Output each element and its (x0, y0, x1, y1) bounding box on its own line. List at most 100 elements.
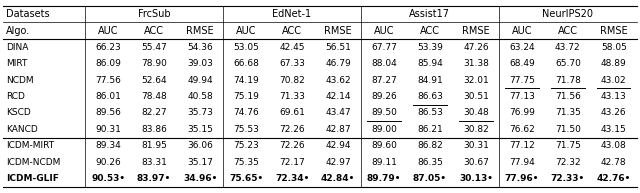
Text: 43.62: 43.62 (325, 75, 351, 85)
Text: 42.84•: 42.84• (321, 174, 355, 184)
Text: RMSE: RMSE (600, 25, 628, 36)
Text: 30.51: 30.51 (463, 92, 489, 101)
Text: 86.63: 86.63 (417, 92, 443, 101)
Text: 56.51: 56.51 (325, 42, 351, 52)
Text: 83.86: 83.86 (141, 125, 167, 134)
Text: 72.34•: 72.34• (275, 174, 309, 184)
Text: 75.19: 75.19 (233, 92, 259, 101)
Text: 34.96•: 34.96• (183, 174, 217, 184)
Text: 81.95: 81.95 (141, 141, 167, 151)
Text: 66.23: 66.23 (95, 42, 121, 52)
Text: 71.35: 71.35 (555, 108, 580, 118)
Text: 39.03: 39.03 (187, 59, 213, 68)
Text: EdNet-1: EdNet-1 (273, 9, 312, 19)
Text: 77.94: 77.94 (509, 158, 535, 167)
Text: 42.87: 42.87 (325, 125, 351, 134)
Text: 87.27: 87.27 (371, 75, 397, 85)
Text: 83.97•: 83.97• (137, 174, 172, 184)
Text: 86.01: 86.01 (95, 92, 121, 101)
Text: 42.14: 42.14 (325, 92, 351, 101)
Text: RMSE: RMSE (186, 25, 214, 36)
Text: 89.60: 89.60 (371, 141, 397, 151)
Text: 74.19: 74.19 (233, 75, 259, 85)
Text: 86.35: 86.35 (417, 158, 443, 167)
Text: 47.26: 47.26 (463, 42, 489, 52)
Text: 68.49: 68.49 (509, 59, 535, 68)
Text: 43.47: 43.47 (325, 108, 351, 118)
Text: ACC: ACC (282, 25, 302, 36)
Text: MIRT: MIRT (6, 59, 28, 68)
Text: 87.05•: 87.05• (413, 174, 447, 184)
Text: 71.56: 71.56 (555, 92, 580, 101)
Text: NCDM: NCDM (6, 75, 34, 85)
Text: AUC: AUC (236, 25, 256, 36)
Text: NeurIPS20: NeurIPS20 (542, 9, 593, 19)
Text: 43.26: 43.26 (601, 108, 627, 118)
Text: 66.68: 66.68 (233, 59, 259, 68)
Text: KANCD: KANCD (6, 125, 38, 134)
Text: 72.32: 72.32 (555, 158, 580, 167)
Text: RCD: RCD (6, 92, 25, 101)
Text: 35.15: 35.15 (187, 125, 213, 134)
Text: 78.90: 78.90 (141, 59, 167, 68)
Text: FrcSub: FrcSub (138, 9, 170, 19)
Text: 90.53•: 90.53• (91, 174, 125, 184)
Text: 83.31: 83.31 (141, 158, 167, 167)
Text: KSCD: KSCD (6, 108, 31, 118)
Text: 89.50: 89.50 (371, 108, 397, 118)
Text: 71.33: 71.33 (279, 92, 305, 101)
Text: 84.91: 84.91 (417, 75, 443, 85)
Text: ACC: ACC (144, 25, 164, 36)
Text: 71.78: 71.78 (555, 75, 580, 85)
Text: 86.82: 86.82 (417, 141, 443, 151)
Text: 89.26: 89.26 (371, 92, 397, 101)
Text: 40.58: 40.58 (187, 92, 213, 101)
Text: 67.33: 67.33 (279, 59, 305, 68)
Text: 53.05: 53.05 (233, 42, 259, 52)
Text: 90.31: 90.31 (95, 125, 121, 134)
Text: 31.38: 31.38 (463, 59, 489, 68)
Text: 53.39: 53.39 (417, 42, 443, 52)
Text: 76.99: 76.99 (509, 108, 535, 118)
Text: 42.45: 42.45 (279, 42, 305, 52)
Text: 70.82: 70.82 (279, 75, 305, 85)
Text: 48.89: 48.89 (601, 59, 627, 68)
Text: 49.94: 49.94 (188, 75, 213, 85)
Text: 72.17: 72.17 (279, 158, 305, 167)
Text: 89.56: 89.56 (95, 108, 121, 118)
Text: 71.75: 71.75 (555, 141, 580, 151)
Text: 77.13: 77.13 (509, 92, 535, 101)
Text: 82.27: 82.27 (141, 108, 167, 118)
Text: 77.12: 77.12 (509, 141, 535, 151)
Text: 67.77: 67.77 (371, 42, 397, 52)
Text: 89.79•: 89.79• (367, 174, 401, 184)
Text: AUC: AUC (511, 25, 532, 36)
Text: 30.48: 30.48 (463, 108, 489, 118)
Text: 43.13: 43.13 (601, 92, 627, 101)
Text: 86.21: 86.21 (417, 125, 443, 134)
Text: RMSE: RMSE (462, 25, 490, 36)
Text: 72.33•: 72.33• (551, 174, 585, 184)
Text: 42.76•: 42.76• (596, 174, 631, 184)
Text: 58.05: 58.05 (601, 42, 627, 52)
Text: 71.50: 71.50 (555, 125, 580, 134)
Text: 77.96•: 77.96• (505, 174, 539, 184)
Text: 35.17: 35.17 (187, 158, 213, 167)
Text: 46.79: 46.79 (325, 59, 351, 68)
Text: 74.76: 74.76 (233, 108, 259, 118)
Text: 43.15: 43.15 (601, 125, 627, 134)
Text: 42.78: 42.78 (601, 158, 627, 167)
Text: RMSE: RMSE (324, 25, 352, 36)
Text: 69.61: 69.61 (279, 108, 305, 118)
Text: ICDM-MIRT: ICDM-MIRT (6, 141, 54, 151)
Text: AUC: AUC (374, 25, 394, 36)
Text: 65.70: 65.70 (555, 59, 580, 68)
Text: 75.53: 75.53 (233, 125, 259, 134)
Text: 75.23: 75.23 (233, 141, 259, 151)
Text: 88.04: 88.04 (371, 59, 397, 68)
Text: 52.64: 52.64 (141, 75, 167, 85)
Text: 36.06: 36.06 (187, 141, 213, 151)
Text: 77.75: 77.75 (509, 75, 535, 85)
Text: 76.62: 76.62 (509, 125, 535, 134)
Text: DINA: DINA (6, 42, 29, 52)
